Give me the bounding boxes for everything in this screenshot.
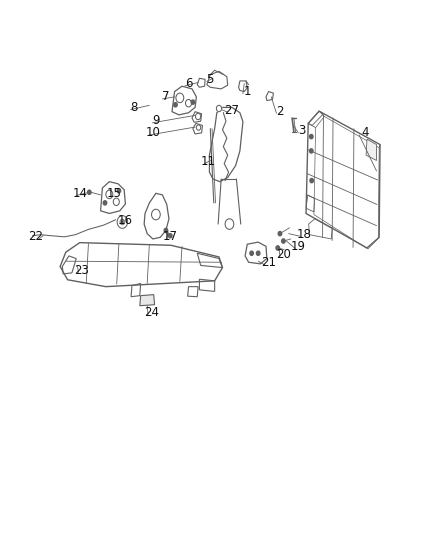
Text: 20: 20 — [276, 248, 291, 261]
Circle shape — [225, 219, 234, 229]
Circle shape — [310, 134, 313, 139]
Text: 5: 5 — [207, 73, 214, 86]
Text: 14: 14 — [72, 187, 87, 200]
Text: 19: 19 — [291, 240, 306, 253]
Text: 2: 2 — [276, 104, 284, 118]
Text: 17: 17 — [163, 230, 178, 243]
Circle shape — [256, 251, 260, 255]
Circle shape — [185, 100, 191, 107]
Text: 21: 21 — [261, 256, 276, 269]
Text: 15: 15 — [107, 187, 122, 200]
Text: 3: 3 — [298, 124, 305, 138]
Text: 27: 27 — [224, 103, 239, 117]
Text: 16: 16 — [118, 214, 133, 228]
Circle shape — [106, 190, 113, 199]
Text: 4: 4 — [361, 126, 368, 140]
Circle shape — [176, 93, 184, 103]
Text: 10: 10 — [145, 126, 160, 140]
Circle shape — [88, 190, 91, 195]
Circle shape — [191, 100, 194, 104]
Circle shape — [310, 149, 313, 153]
Circle shape — [152, 209, 160, 220]
Circle shape — [216, 106, 222, 112]
Text: 24: 24 — [144, 306, 159, 319]
Text: 1: 1 — [244, 85, 251, 98]
Text: 11: 11 — [201, 155, 215, 168]
Polygon shape — [140, 295, 155, 306]
Circle shape — [282, 239, 285, 243]
Circle shape — [120, 219, 124, 224]
Circle shape — [103, 201, 107, 205]
Text: 22: 22 — [28, 230, 43, 243]
Circle shape — [196, 125, 201, 130]
Circle shape — [164, 228, 168, 232]
Text: 23: 23 — [74, 264, 89, 277]
Circle shape — [278, 231, 282, 236]
Text: 18: 18 — [297, 228, 311, 241]
Circle shape — [117, 189, 120, 193]
Circle shape — [174, 103, 177, 107]
Circle shape — [310, 179, 314, 183]
Circle shape — [169, 233, 172, 238]
Circle shape — [117, 216, 127, 228]
Text: 8: 8 — [131, 101, 138, 114]
Polygon shape — [366, 139, 377, 160]
Circle shape — [276, 246, 279, 250]
Circle shape — [216, 106, 222, 112]
Circle shape — [113, 198, 119, 206]
Text: 7: 7 — [162, 90, 170, 103]
Circle shape — [195, 114, 201, 119]
Text: 9: 9 — [152, 114, 159, 127]
Circle shape — [250, 251, 253, 255]
Text: 6: 6 — [185, 77, 192, 90]
